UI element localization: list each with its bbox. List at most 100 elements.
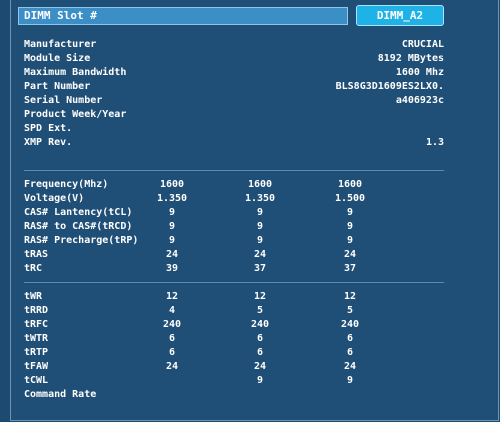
timing-label: RAS# Precharge(tRP) <box>24 235 139 246</box>
timing-label: tRAS <box>24 249 49 260</box>
info-label: XMP Rev. <box>24 137 73 148</box>
profile-3-value: 9 <box>346 221 354 232</box>
info-row-serial-number: Serial Number a406923c <box>24 95 444 109</box>
profile-2-value: 6 <box>256 347 264 358</box>
profile-3-value: 9 <box>346 207 354 218</box>
timing-label: tWR <box>24 291 43 302</box>
profile-1-value: 6 <box>168 333 176 344</box>
profile-2-value: 9 <box>256 235 264 246</box>
timing-row: tWTR 6 6 6 <box>24 333 444 347</box>
profile-1-value: 9 <box>168 235 176 246</box>
timing-label: tCWL <box>24 375 49 386</box>
timing-row: tWR 12 12 12 <box>24 291 444 305</box>
timing-label: tRTP <box>24 347 49 358</box>
profile-1-value: 24 <box>165 361 179 372</box>
profile-1-value: 9 <box>168 207 176 218</box>
profile-3-value: 6 <box>346 333 354 344</box>
info-value: a406923c <box>395 95 444 106</box>
timing-label: tRC <box>24 263 43 274</box>
info-label: Part Number <box>24 81 91 92</box>
info-value: BLS8G3D1609ES2LX0. <box>335 81 444 92</box>
info-row-xmp-rev: XMP Rev. 1.3 <box>24 137 444 151</box>
timing-row: tFAW 24 24 24 <box>24 361 444 375</box>
info-value: 1600 Mhz <box>395 67 444 78</box>
info-row-max-bandwidth: Maximum Bandwidth 1600 Mhz <box>24 67 444 81</box>
profile-1-value: 4 <box>168 305 176 316</box>
info-label: Module Size <box>24 53 91 64</box>
profile-1-value: 1600 <box>159 179 185 190</box>
info-row-manufacturer: Manufacturer CRUCIAL <box>24 39 444 53</box>
section-divider <box>24 282 444 283</box>
timing-row: RAS# to CAS#(tRCD) 9 9 9 <box>24 221 444 235</box>
timing-row: tRC 39 37 37 <box>24 263 444 277</box>
timing-row: RAS# Precharge(tRP) 9 9 9 <box>24 235 444 249</box>
profile-3-value: 37 <box>343 263 357 274</box>
info-row-spd-ext: SPD Ext. <box>24 123 444 137</box>
timing-label: tRFC <box>24 319 49 330</box>
timing-label: Command Rate <box>24 389 97 400</box>
timing-label: RAS# to CAS#(tRCD) <box>24 221 133 232</box>
profile-2-value: 9 <box>256 375 264 386</box>
timing-row: Frequency(Mhz) 1600 1600 1600 <box>24 179 444 193</box>
profile-2-value: 37 <box>253 263 267 274</box>
profile-1-value: 24 <box>165 249 179 260</box>
profile-3-value: 1600 <box>337 179 363 190</box>
info-row-product-week-year: Product Week/Year <box>24 109 444 123</box>
dimm-slot-selector-label: DIMM_A2 <box>376 9 424 22</box>
profile-1-value: 9 <box>168 221 176 232</box>
profile-2-value: 9 <box>256 221 264 232</box>
dimm-slot-selector[interactable]: DIMM_A2 <box>356 5 444 26</box>
info-label: SPD Ext. <box>24 123 73 134</box>
profile-3-value: 9 <box>346 375 354 386</box>
info-label: Maximum Bandwidth <box>24 67 127 78</box>
timing-row: tCWL 9 9 <box>24 375 444 389</box>
timing-label: Frequency(Mhz) <box>24 179 109 190</box>
timing-label: CAS# Lantency(tCL) <box>24 207 133 218</box>
profile-3-value: 9 <box>346 235 354 246</box>
profile-3-value: 5 <box>346 305 354 316</box>
timing-row: tRTP 6 6 6 <box>24 347 444 361</box>
profile-3-value: 24 <box>343 361 357 372</box>
info-row-part-number: Part Number BLS8G3D1609ES2LX0. <box>24 81 444 95</box>
info-row-module-size: Module Size 8192 MBytes <box>24 53 444 67</box>
timing-row: tRAS 24 24 24 <box>24 249 444 263</box>
timing-label: tFAW <box>24 361 49 372</box>
profile-1-value: 39 <box>165 263 179 274</box>
info-value: 1.3 <box>425 137 444 148</box>
dimm-slot-header: DIMM Slot # <box>18 7 348 25</box>
profile-3-value: 24 <box>343 249 357 260</box>
profile-1-value: 240 <box>162 319 182 330</box>
timing-row: tRFC 240 240 240 <box>24 319 444 333</box>
section-divider <box>24 170 444 171</box>
info-label: Product Week/Year <box>24 109 127 120</box>
profile-2-value: 1.350 <box>244 193 276 204</box>
profile-2-value: 24 <box>253 249 267 260</box>
timing-row: CAS# Lantency(tCL) 9 9 9 <box>24 207 444 221</box>
profile-3-value: 240 <box>340 319 360 330</box>
profile-2-value: 1600 <box>247 179 273 190</box>
timing-label: tWTR <box>24 333 49 344</box>
profile-2-value: 12 <box>253 291 267 302</box>
profile-2-value: 9 <box>256 207 264 218</box>
profile-1-value: 1.350 <box>156 193 188 204</box>
timing-label: Voltage(V) <box>24 193 85 204</box>
profile-2-value: 6 <box>256 333 264 344</box>
info-label: Manufacturer <box>24 39 97 50</box>
profile-3-value: 1.500 <box>334 193 366 204</box>
timing-row: Voltage(V) 1.350 1.350 1.500 <box>24 193 444 207</box>
profile-1-value: 12 <box>165 291 179 302</box>
timing-label: tRRD <box>24 305 49 316</box>
profile-2-value: 240 <box>250 319 270 330</box>
info-value: 8192 MBytes <box>377 53 444 64</box>
timing-row: Command Rate <box>24 389 444 403</box>
profile-3-value: 12 <box>343 291 357 302</box>
dimm-slot-label: DIMM Slot # <box>24 9 97 22</box>
info-value: CRUCIAL <box>401 39 444 50</box>
profile-2-value: 24 <box>253 361 267 372</box>
profile-2-value: 5 <box>256 305 264 316</box>
info-label: Serial Number <box>24 95 103 106</box>
timing-row: tRRD 4 5 5 <box>24 305 444 319</box>
profile-3-value: 6 <box>346 347 354 358</box>
spd-panel <box>10 0 499 421</box>
profile-1-value: 6 <box>168 347 176 358</box>
